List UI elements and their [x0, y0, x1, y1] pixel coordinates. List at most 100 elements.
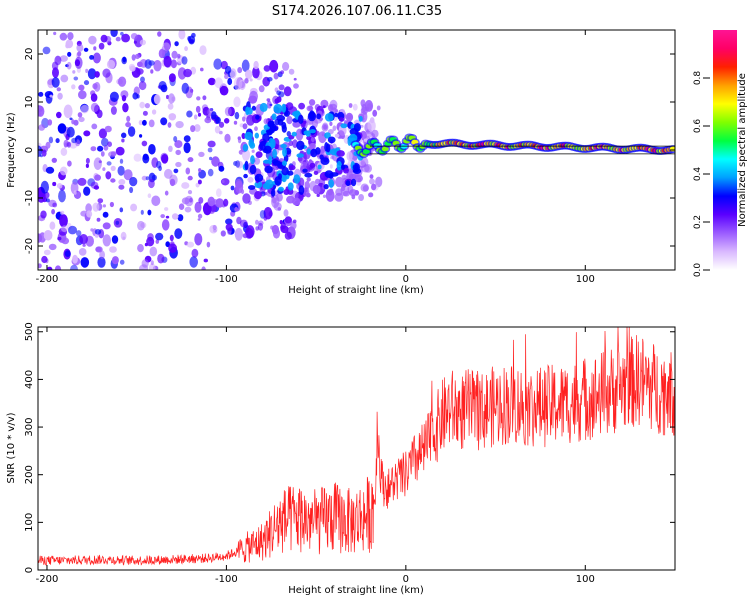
spectrogram-cell: [196, 96, 201, 101]
spectrogram-cell: [72, 254, 78, 264]
spectrogram-cell: [173, 168, 179, 174]
spectrogram-cell: [181, 182, 190, 189]
spectrogram-cell: [276, 114, 286, 122]
spectrogram-cell: [149, 246, 158, 257]
spectrogram-cell: [248, 138, 254, 148]
spectrogram-cell: [48, 243, 57, 251]
spectrogram-cell: [184, 206, 192, 213]
spectrogram-cell: [326, 143, 331, 153]
spectrogram-cell: [110, 178, 116, 183]
spectrogram-cell: [372, 109, 378, 117]
spectrogram-cell: [283, 209, 289, 217]
spectrogram-cell: [67, 51, 72, 57]
spectrogram-cell: [183, 142, 191, 154]
spectrogram-cell: [132, 92, 139, 100]
spectrogram-cell: [292, 110, 301, 117]
spectrogram-cell: [51, 77, 60, 88]
spectrogram-cell: [160, 117, 168, 126]
spectrogram-cell: [40, 210, 47, 219]
spectrogram-cell: [92, 202, 100, 212]
colorbar-tick-label: 0.2: [693, 215, 703, 229]
spectrogram-cell: [98, 128, 107, 139]
spectrogram-cell: [102, 234, 112, 247]
spectrogram-cell: [102, 211, 109, 218]
spectrogram-cell: [224, 74, 229, 80]
spectrogram-cell: [52, 202, 58, 208]
spectrogram-cell: [83, 186, 91, 196]
spectrogram-cell: [234, 207, 239, 212]
spectrogram-cell: [96, 109, 103, 119]
spectrogram-cell: [336, 150, 345, 157]
spectrogram-cell: [45, 141, 51, 149]
spectrogram-cell: [255, 219, 259, 225]
spectrogram-cell: [323, 184, 329, 190]
spectrogram-cell: [288, 165, 296, 171]
spectrogram-cell: [95, 246, 102, 252]
spectrogram-cell: [204, 117, 212, 124]
spectrogram-cell: [245, 106, 250, 116]
spectrogram-cell: [52, 67, 59, 78]
spectrogram-cell: [320, 157, 330, 166]
spectrogram-cell: [167, 122, 172, 128]
spectrogram-cell: [199, 45, 207, 55]
spectrogram-cell: [316, 193, 320, 197]
spectrogram-cell: [278, 84, 285, 91]
spectrogram-cell: [38, 145, 43, 157]
spectrogram-cell: [90, 93, 98, 102]
spectrogram-cell: [190, 125, 196, 133]
spectrogram-cell: [161, 219, 170, 231]
spectrogram-cell: [73, 76, 79, 81]
spectrogram-cell: [109, 91, 119, 103]
spectrogram-cell: [148, 60, 155, 66]
spectrogram-cell: [360, 183, 369, 192]
spectrogram-cell: [138, 119, 143, 126]
spectrogram-cell: [360, 157, 369, 168]
spectrogram-cell: [259, 210, 266, 219]
spectrogram-cell: [77, 177, 87, 186]
spectrogram-cell: [320, 99, 329, 108]
spectrogram-cell: [49, 221, 56, 230]
spectrogram-cell: [129, 186, 134, 194]
colorbar-tick-label: 0.4: [693, 167, 703, 182]
spectrogram-cell: [184, 195, 194, 207]
snr-xtick-label: 0: [403, 574, 409, 585]
spectrogram-cell: [311, 136, 315, 143]
spectrogram-cell: [52, 181, 57, 187]
spectrogram-cell: [194, 114, 198, 120]
spectrogram-cell: [96, 217, 101, 222]
spectrogram-cell: [283, 86, 292, 97]
spectrogram-cell: [296, 140, 305, 151]
spectrogram-cell: [253, 60, 259, 70]
spectrogram-cell: [271, 224, 279, 235]
spectrogram-ytick-label: 10: [24, 96, 35, 109]
spectrogram-cell: [316, 113, 322, 120]
spectrogram-cell: [194, 201, 202, 213]
spectrogram-cell: [130, 203, 138, 212]
spectrogram-cell: [127, 126, 136, 137]
spectrogram-cell: [242, 144, 249, 152]
spectrogram-cell: [150, 260, 154, 266]
spectrogram-cell: [90, 146, 97, 152]
spectrogram-cell: [97, 198, 104, 204]
spectrogram-cell: [258, 85, 265, 93]
spectrogram-cell: [282, 147, 287, 157]
spectrogram-cell: [347, 185, 354, 194]
spectrogram-cell: [348, 133, 358, 142]
spectrogram-cell: [216, 188, 222, 198]
snr-xtick-label: -100: [215, 574, 238, 585]
spectrogram-cell: [271, 113, 277, 120]
snr-series-line: [37, 326, 676, 566]
spectrogram-cell: [155, 232, 164, 241]
spectrogram-cell: [56, 183, 63, 189]
spectrogram-cell: [346, 151, 353, 161]
spectrogram-cell: [100, 151, 105, 157]
spectrogram-cell: [195, 105, 201, 113]
colorbar: 0.0 0.2 0.4 0.6 0.8 Normalized spectral ampl…: [693, 30, 748, 277]
spectrogram-cell: [141, 140, 148, 147]
spectrogram-cell: [78, 248, 87, 256]
spectrogram-cell: [83, 47, 89, 52]
spectrogram-cell: [38, 233, 43, 243]
spectrogram-cell: [118, 179, 126, 185]
spectrogram-cell: [165, 215, 170, 219]
